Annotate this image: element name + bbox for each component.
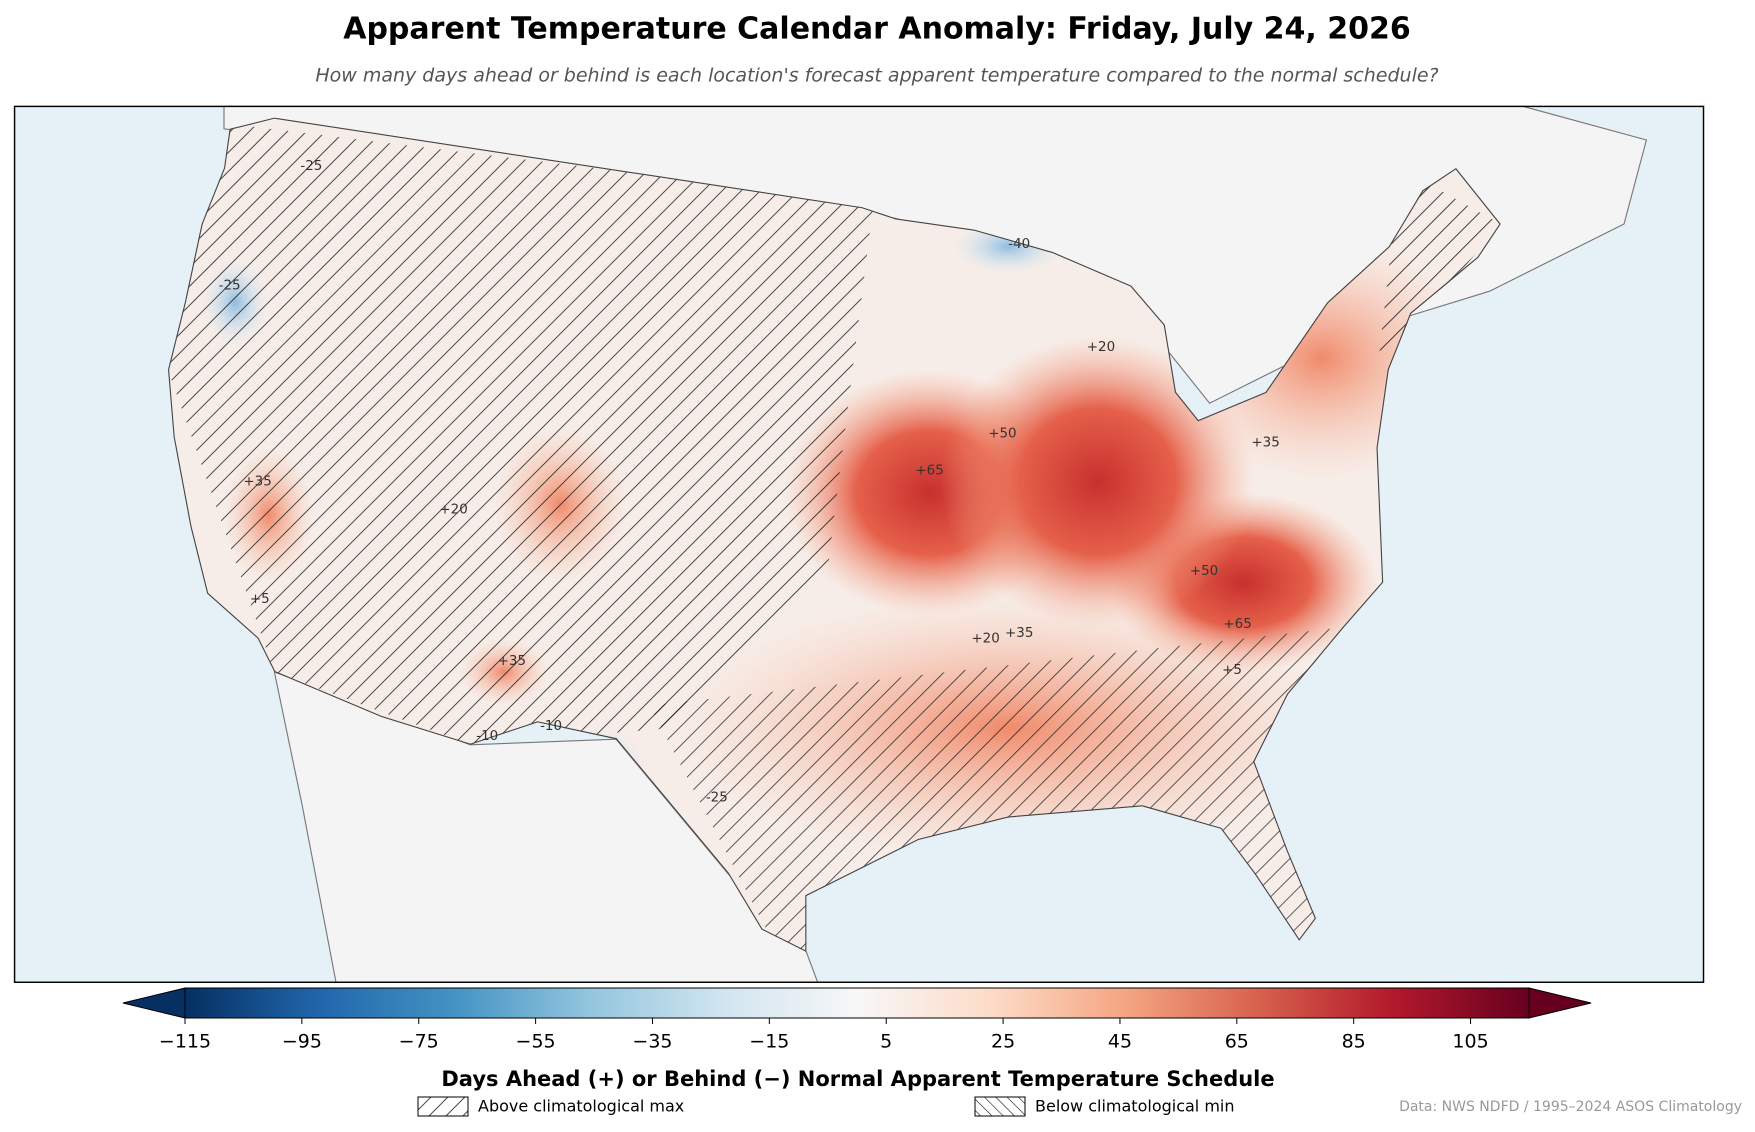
contour-label: +5 <box>1222 663 1242 678</box>
legend-swatch <box>974 1096 1026 1117</box>
contour-label: +35 <box>1251 435 1279 450</box>
subtitle: How many days ahead or behind is each lo… <box>315 65 1438 87</box>
colorbar: −115 −95 −75 −55 −35 −15 5 25 45 65 85 105 <box>122 987 1592 1053</box>
map: +65 +65 +50 +50 +35 +35 +35 +20 +20 +20 +5 +5 -25 -25… <box>13 105 1705 983</box>
legend-label: Above climatological max <box>478 1097 684 1116</box>
tick-label: −75 <box>399 1031 439 1053</box>
tick-label: −15 <box>749 1031 789 1053</box>
colorbar-bar <box>184 987 1530 1019</box>
contour-label: -25 <box>706 790 728 805</box>
tick-label: −115 <box>159 1031 211 1053</box>
contour-label: -10 <box>476 729 498 744</box>
contour-label: -10 <box>540 719 562 734</box>
contour-label: +35 <box>1005 626 1033 641</box>
contour-label: +35 <box>498 654 526 669</box>
colorbar-extend <box>1528 987 1592 1019</box>
colorbar-extend <box>122 987 186 1019</box>
contour-label: +20 <box>1087 340 1115 355</box>
tick-label: 85 <box>1342 1031 1366 1053</box>
tick-label: −35 <box>632 1031 672 1053</box>
contour-label: +5 <box>250 592 270 607</box>
contour-label: +50 <box>988 426 1016 441</box>
contour-label: -40 <box>1008 237 1030 252</box>
tick-label: 5 <box>880 1031 892 1053</box>
contour-label: +65 <box>915 463 943 478</box>
tick-label: 45 <box>1108 1031 1132 1053</box>
contour-label: -25 <box>219 279 241 294</box>
contour-label: +35 <box>243 475 271 490</box>
source-note: Data: NWS NDFD / 1995–2024 ASOS Climatol… <box>1399 1099 1742 1115</box>
legend-swatch <box>417 1096 469 1117</box>
tick-label: −55 <box>516 1031 556 1053</box>
tick-label: −95 <box>282 1031 322 1053</box>
contour-label: +65 <box>1223 617 1251 632</box>
contour-label: -25 <box>300 159 322 174</box>
contour-label: +50 <box>1190 564 1218 579</box>
tick-label: 25 <box>991 1031 1015 1053</box>
contour-label: +20 <box>439 503 467 518</box>
contour-label: +20 <box>971 631 999 646</box>
legend-label: Below climatological min <box>1035 1097 1235 1116</box>
title: Apparent Temperature Calendar Anomaly: F… <box>343 12 1411 47</box>
tick-label: 65 <box>1225 1031 1249 1053</box>
tick-label: 105 <box>1452 1031 1488 1053</box>
colorbar-label: Days Ahead (+) or Behind (−) Normal Appa… <box>441 1067 1274 1091</box>
